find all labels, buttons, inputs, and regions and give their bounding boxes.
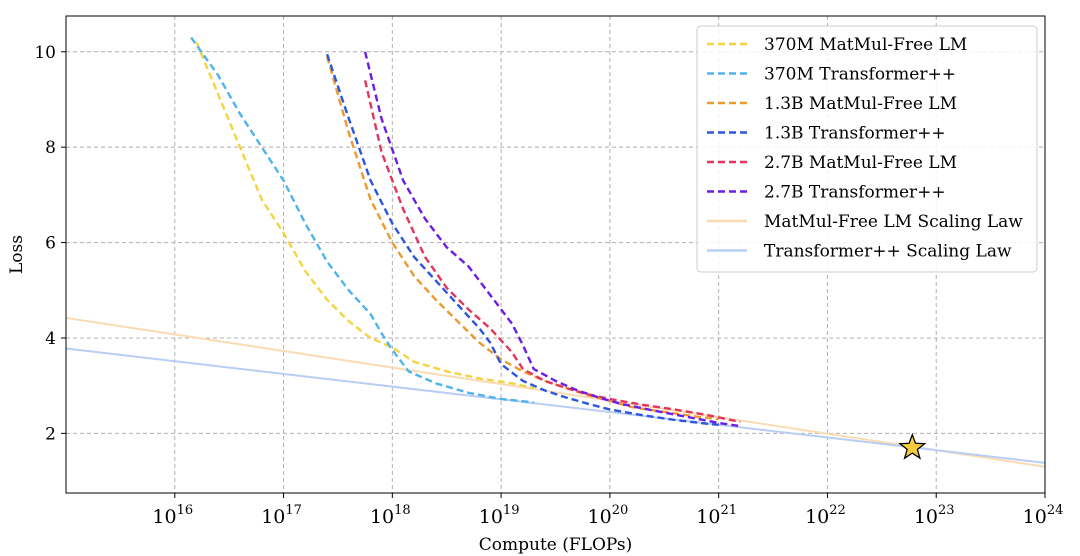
x-axis-ticks: 1016 1017 1018 1019 1020 1021 1022 1023 1024 [152,493,1063,528]
y-axis-title: Loss [7,235,27,274]
marker-layer [898,432,927,460]
legend-label: 1.3B MatMul-Free LM [764,94,957,114]
y-tick-label: 2 [45,424,56,444]
legend-label: 370M MatMul-Free LM [764,35,967,55]
y-axis-ticks: 2 4 6 8 10 [34,43,66,444]
plot-frame [65,15,1046,494]
legend-label: 2.7B Transformer++ [764,183,946,203]
y-tick-label: 4 [45,329,56,349]
series-line-matmul-free-lm-scaling-law [65,316,1046,468]
series-line-370m-transformer [190,36,534,404]
series-line-2-7b-matmul-free-lm [363,80,741,424]
legend-label: Transformer++ Scaling Law [764,242,1012,262]
x-tick-label: 1018 [370,503,411,528]
star-marker [898,432,927,460]
y-tick-label: 6 [45,234,56,254]
series-line-transformer-scaling-law [65,347,1046,464]
series-line-370m-matmul-free-lm [195,41,534,390]
series-line-1-3b-transformer [325,53,719,426]
legend-label: MatMul-Free LM Scaling Law [764,212,1023,232]
y-tick-label: 10 [34,43,56,63]
legend-label: 1.3B Transformer++ [764,124,946,144]
x-tick-label: 1021 [696,503,737,528]
x-axis-title: Compute (FLOPs) [479,535,632,555]
legend-label: 370M Transformer++ [764,65,956,85]
series-layer [65,36,1046,468]
legend-label: 2.7B MatMul-Free LM [764,153,957,173]
x-tick-label: 1024 [1023,503,1064,528]
series-line-1-3b-matmul-free-lm [325,56,719,421]
x-tick-label: 1017 [261,503,302,528]
x-tick-label: 1016 [152,503,193,528]
x-tick-label: 1020 [588,503,629,528]
x-tick-label: 1023 [914,503,955,528]
legend: 370M MatMul-Free LM 370M Transformer++ 1.3… [696,25,1038,273]
x-tick-label: 1022 [805,503,846,528]
series-line-2-7b-transformer [363,51,741,428]
x-tick-label: 1019 [479,503,520,528]
y-tick-label: 8 [45,138,56,158]
legend-box [696,25,1038,273]
